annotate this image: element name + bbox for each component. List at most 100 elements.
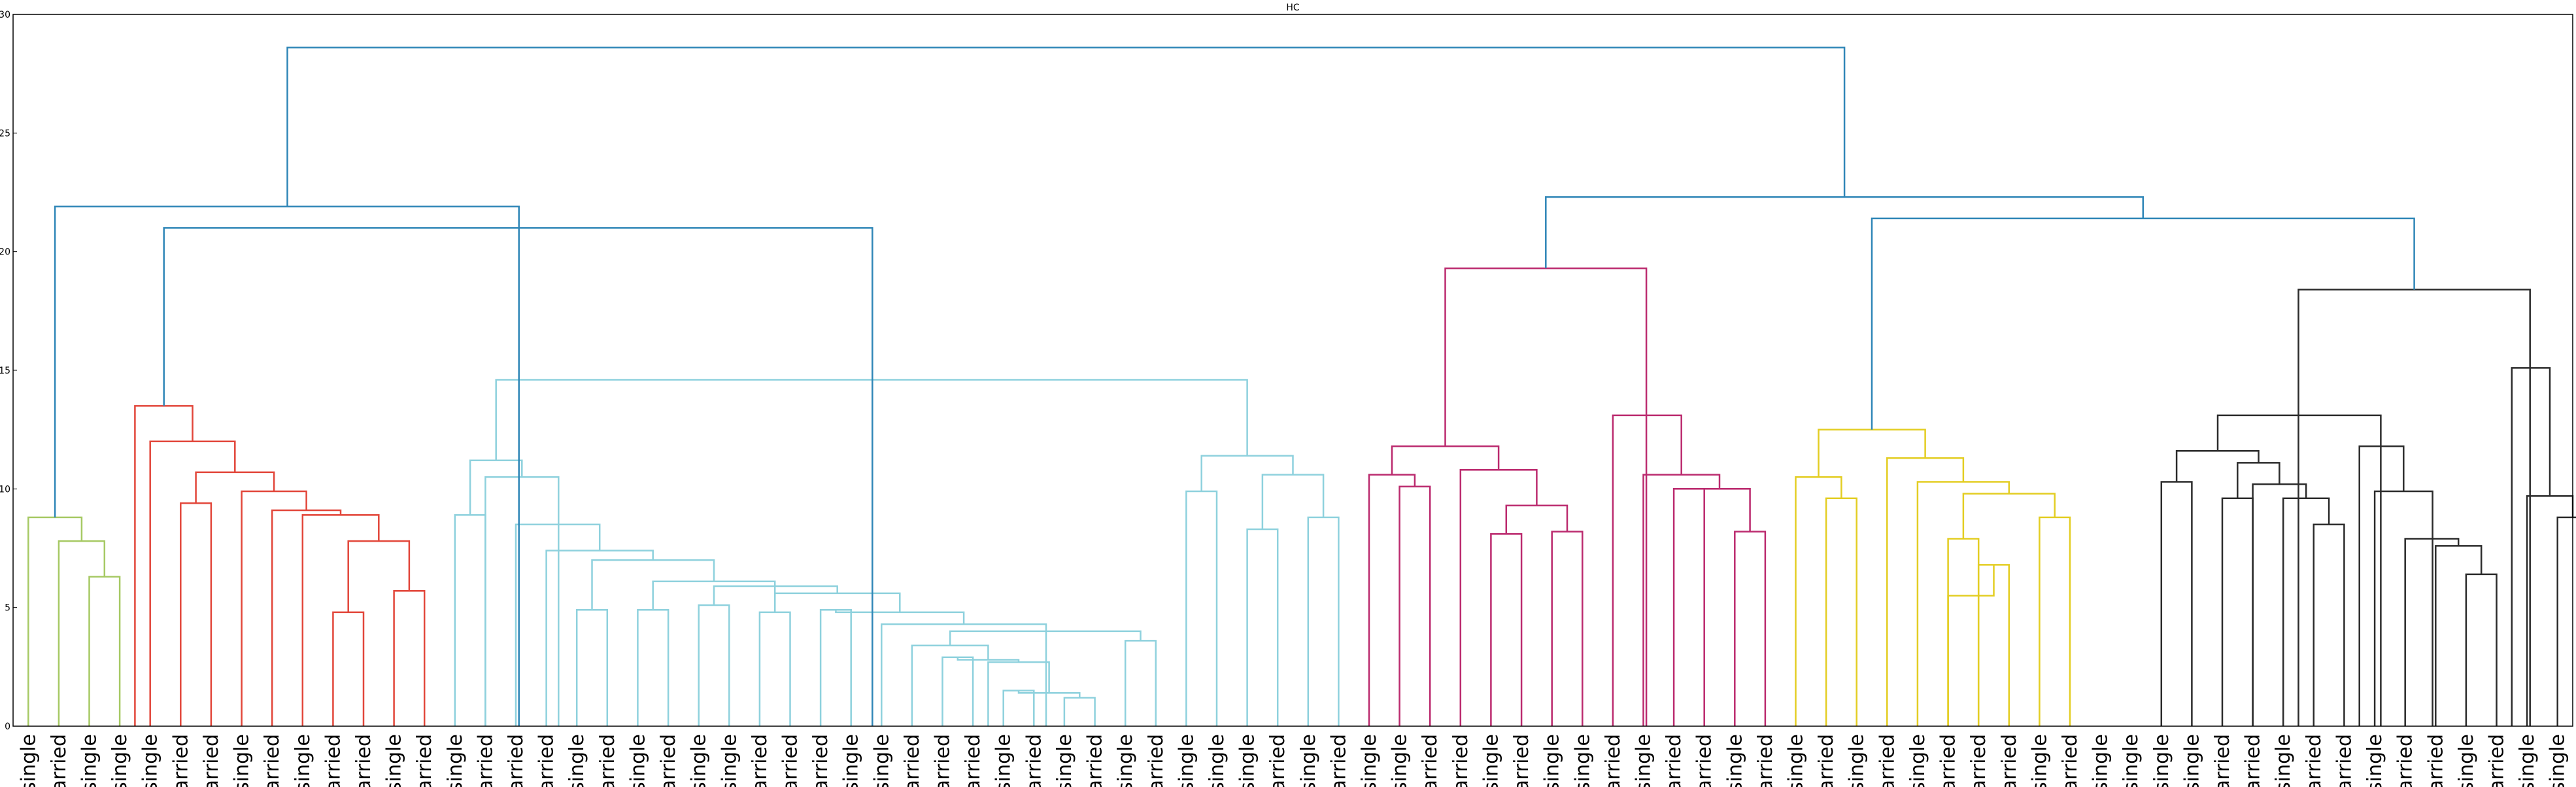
dendrogram-link-cyan xyxy=(987,661,1050,726)
dendrogram-link-red xyxy=(301,514,380,726)
dendrogram-link-magenta xyxy=(1734,531,1767,726)
leaf-label: single xyxy=(1389,734,1412,787)
leaf-label: single xyxy=(1541,734,1564,787)
leaf-label: single xyxy=(1846,734,1869,787)
y-tick-label: 15 xyxy=(0,366,10,376)
leaf-label: married xyxy=(932,734,955,787)
leaf-label: married xyxy=(261,734,284,787)
dendrogram-link-cyan xyxy=(1246,528,1279,726)
dendrogram-link-top xyxy=(54,205,520,726)
y-axis: 0 5 10 15 20 25 30 xyxy=(0,10,17,732)
leaf-label: single xyxy=(840,734,863,787)
leaf-label: single xyxy=(2090,734,2112,787)
dendrogram-link-black xyxy=(2556,516,2576,726)
leaf-label: single xyxy=(718,734,741,787)
plot-frame xyxy=(12,14,2573,727)
leaf-label: married xyxy=(1663,734,1686,787)
leaf-label: single xyxy=(1175,734,1198,787)
leaf-label: married xyxy=(505,734,528,787)
dendrogram-link-black xyxy=(2160,481,2193,726)
leaf-label: single xyxy=(1114,734,1137,787)
y-tick-label: 5 xyxy=(5,603,10,614)
leaf-labels: single married single single single married ma… xyxy=(17,734,2569,787)
dendrogram-link-magenta xyxy=(1642,474,1721,726)
leaf-label: married xyxy=(1023,734,1045,787)
dendrogram-link-red xyxy=(271,509,342,726)
dendrogram-link-black xyxy=(2373,490,2433,726)
leaf-label: single xyxy=(444,734,467,787)
leaf-label: single xyxy=(626,734,649,787)
leaf-label: single xyxy=(2364,734,2386,787)
y-tick-label: 30 xyxy=(0,10,10,20)
y-tick-label: 0 xyxy=(5,722,10,732)
leaf-label: married xyxy=(2333,734,2356,787)
dendrogram-link-cyan xyxy=(881,623,1047,726)
dendrogram-link-top xyxy=(1871,217,2415,430)
leaf-label: single xyxy=(870,734,893,787)
leaf-label: single xyxy=(2272,734,2295,787)
y-tick-label: 20 xyxy=(0,247,10,258)
dendrogram-link-black xyxy=(2221,497,2254,726)
leaf-label: married xyxy=(1937,734,1960,787)
leaf-label: single xyxy=(2120,734,2143,787)
dendrogram-link-cyan xyxy=(575,609,609,726)
dendrogram-link-black xyxy=(2297,289,2531,726)
dendrogram-link-black xyxy=(2237,462,2280,498)
dendrogram-link-black xyxy=(2175,450,2260,482)
y-tick-label: 10 xyxy=(0,484,10,495)
leaf-label: single xyxy=(1907,734,1929,787)
dendrogram-link-cyan xyxy=(1200,455,1294,491)
leaf-label: single xyxy=(17,734,40,787)
dendrogram-link-magenta xyxy=(1551,531,1584,726)
dendrogram-link-cyan xyxy=(941,656,974,726)
leaf-label: single xyxy=(383,734,406,787)
leaf-label: married xyxy=(322,734,345,787)
leaf-label: single xyxy=(1633,734,1655,787)
leaf-label: married xyxy=(596,734,619,787)
leaf-label: single xyxy=(1723,734,1746,787)
leaf-label: single xyxy=(139,734,162,787)
leaf-label: married xyxy=(1693,734,1716,787)
leaf-label: single xyxy=(2150,734,2173,787)
dendrogram-link-magenta xyxy=(1444,267,1648,726)
leaf-label: married xyxy=(1602,734,1625,787)
dendrogram-link-black xyxy=(2313,523,2345,726)
dendrogram-link-cyan xyxy=(1124,640,1157,726)
leaf-label: married xyxy=(1084,734,1107,787)
dendrogram-link-cyan xyxy=(1261,474,1325,529)
leaf-label: married xyxy=(1510,734,1533,787)
dendrogram-link-yellow xyxy=(2039,516,2071,726)
leaf-label: single xyxy=(1236,734,1259,787)
dendrogram-link-yellow xyxy=(1818,428,1926,478)
dendrogram-link-cyan xyxy=(454,514,486,726)
leaf-label: married xyxy=(749,734,771,787)
leaf-label: single xyxy=(1480,734,1502,787)
dendrogram-link-red xyxy=(195,471,275,504)
leaf-label: single xyxy=(2547,734,2569,787)
leaf-label: single xyxy=(992,734,1015,787)
leaf-label: single xyxy=(109,734,131,787)
dendrogram-link-magenta xyxy=(1490,533,1523,726)
leaf-label: single xyxy=(1297,734,1320,787)
dendrogram-link-red xyxy=(149,440,236,726)
dendrogram-link-magenta xyxy=(1459,469,1538,726)
dendrogram-link-green xyxy=(58,540,106,726)
leaf-label: married xyxy=(809,734,832,787)
leaf-label: married xyxy=(962,734,985,787)
leaf-label: married xyxy=(1449,734,1472,787)
leaf-label: married xyxy=(1967,734,1990,787)
dendrogram-links xyxy=(27,46,2576,726)
dendrogram-link-yellow xyxy=(1825,497,1857,726)
dendrogram-link-magenta xyxy=(1689,488,1751,532)
dendrogram-link-red xyxy=(332,611,365,726)
dendrogram-link-green xyxy=(27,516,83,726)
dendrogram-link-yellow xyxy=(1795,476,1842,726)
dendrogram-link-cyan xyxy=(484,476,560,726)
leaf-label: married xyxy=(535,734,558,787)
leaf-label: married xyxy=(169,734,192,787)
leaf-label: single xyxy=(2455,734,2478,787)
leaf-label: married xyxy=(2394,734,2417,787)
dendrogram-link-cyan xyxy=(698,604,730,726)
dendrogram-link-cyan xyxy=(1185,490,1218,726)
leaf-label: married xyxy=(1754,734,1777,787)
